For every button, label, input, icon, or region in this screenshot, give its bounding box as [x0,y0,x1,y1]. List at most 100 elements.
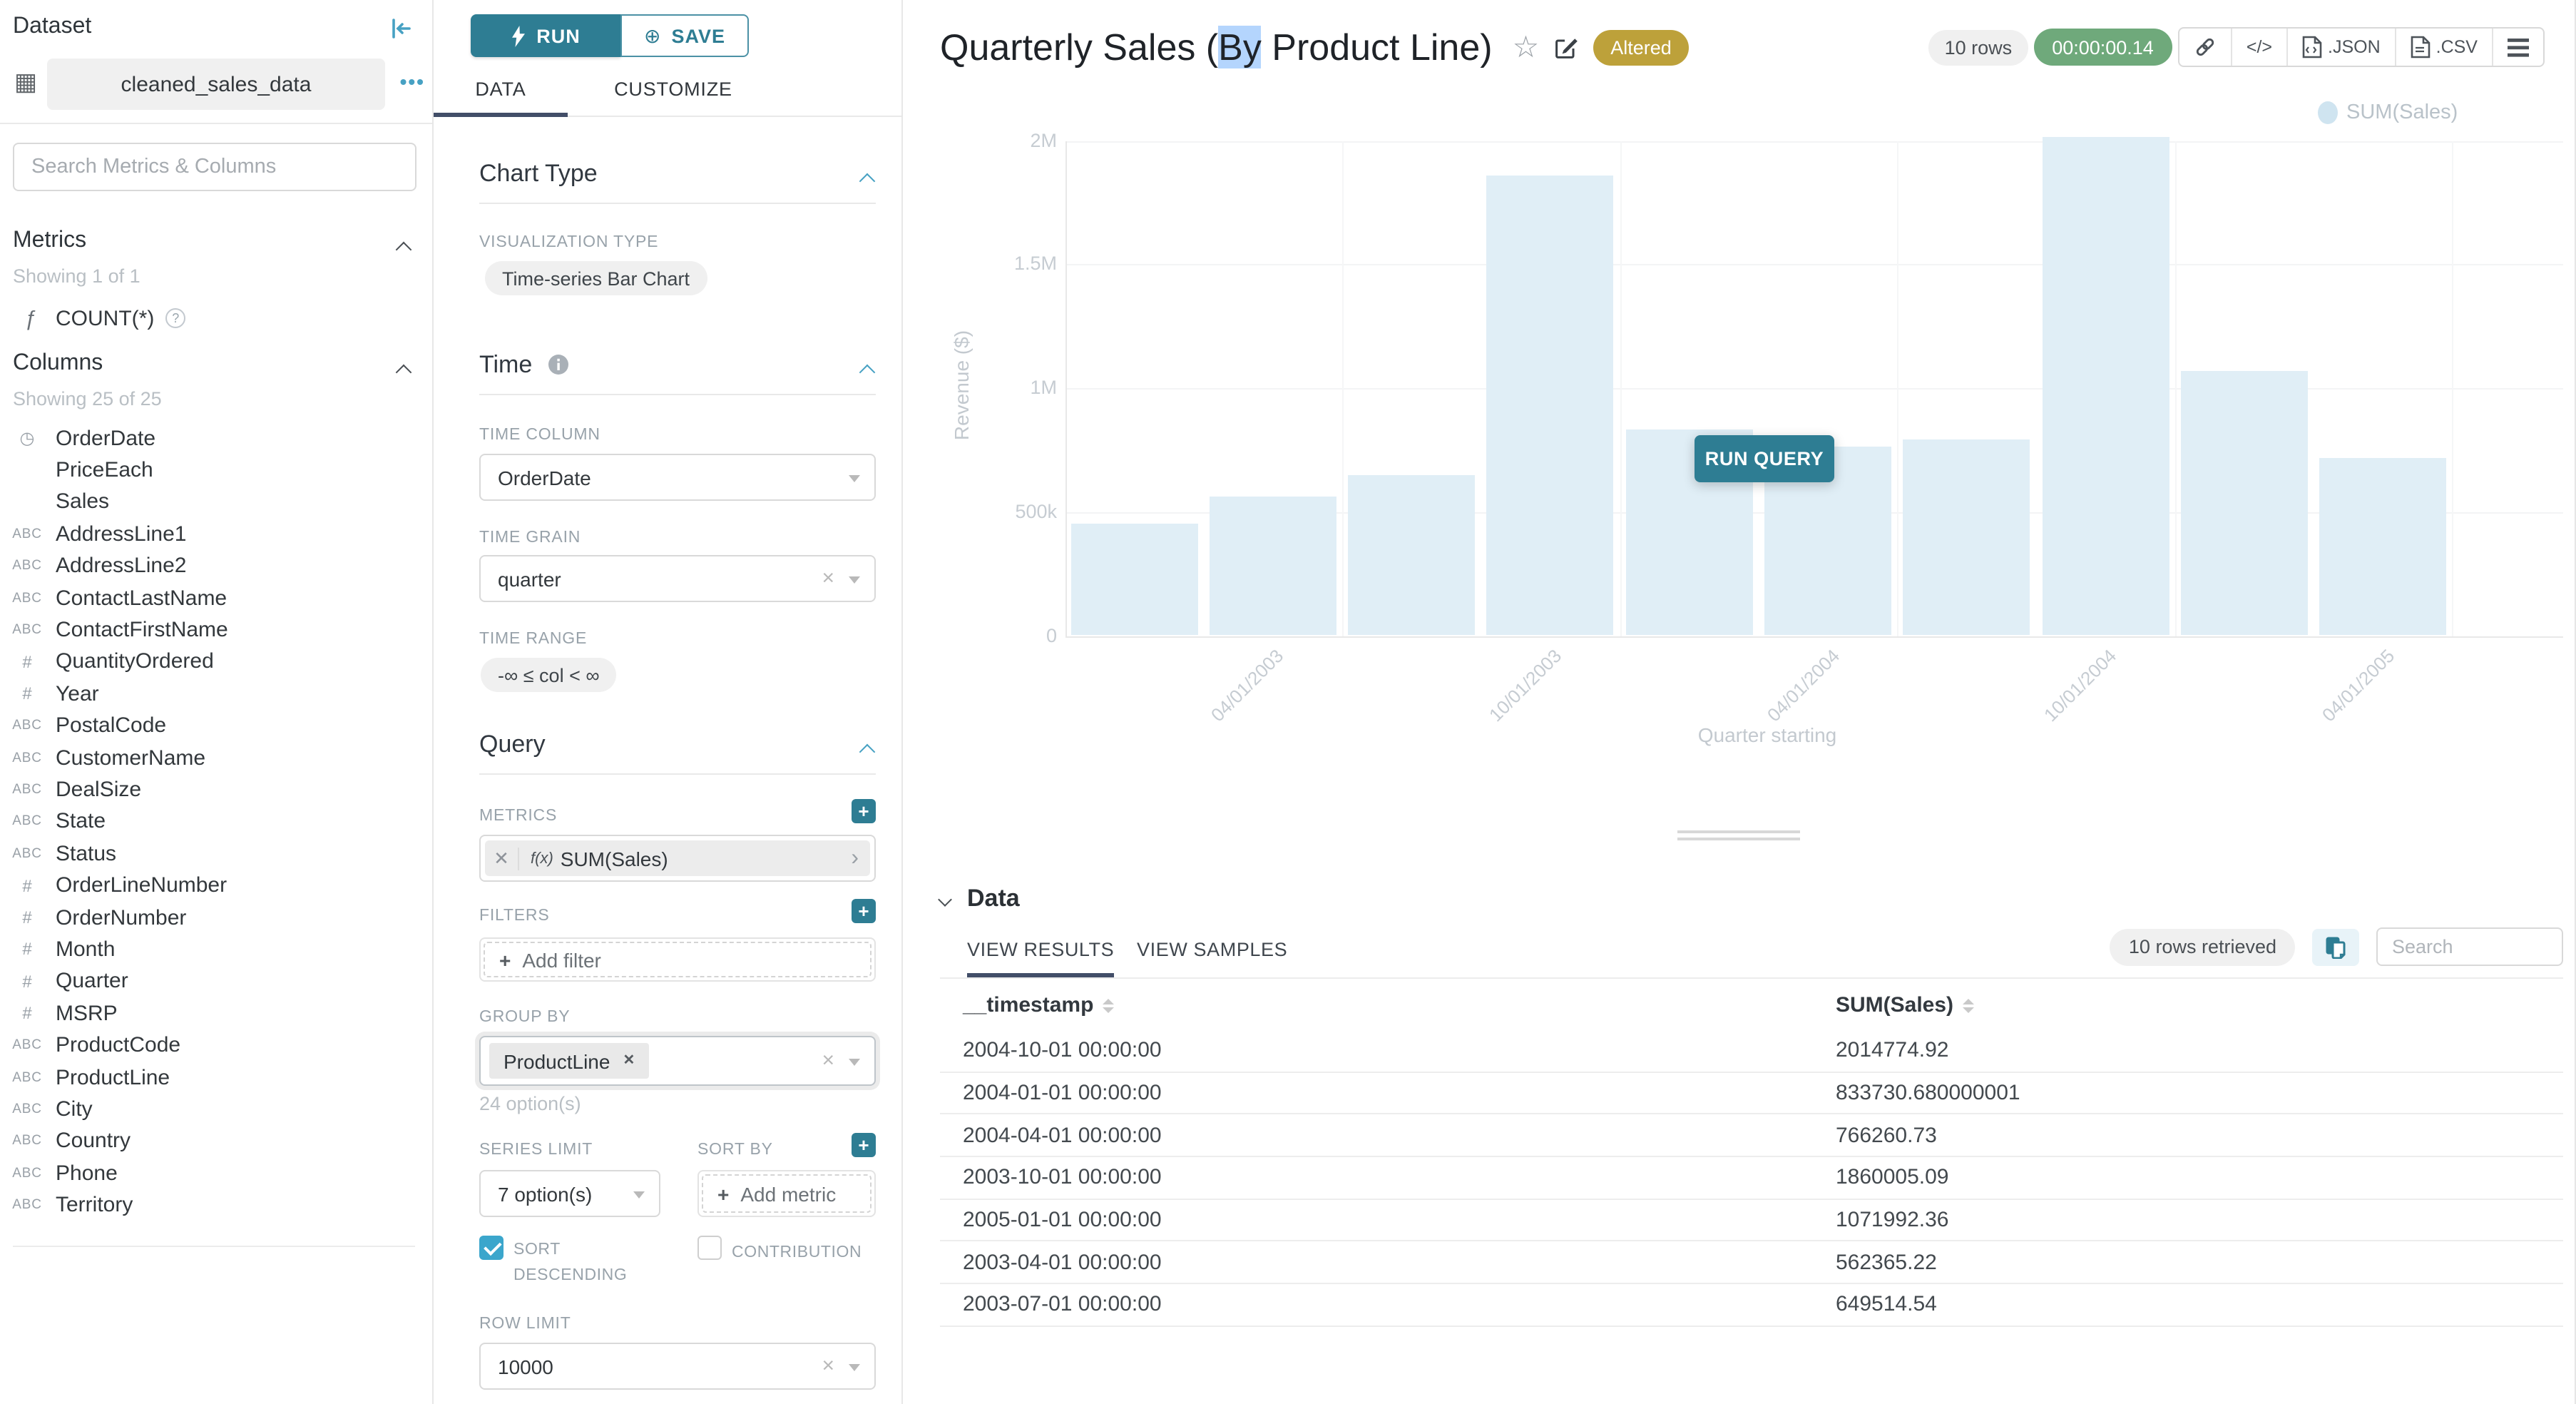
tab-view-samples[interactable]: VIEW SAMPLES [1137,939,1288,960]
column-type-icon: # [22,651,32,672]
time-grain-label: TIME GRAIN [479,529,581,546]
sort-by-plus-button[interactable]: + [852,1133,876,1157]
chart-title[interactable]: Quarterly Sales (By Product Line) [940,25,1493,68]
export-json-button[interactable]: .JSON [2288,29,2396,66]
column-list-item[interactable]: # Month [0,934,432,966]
column-list-item[interactable]: # OrderLineNumber [0,870,432,902]
add-filter-plus-button[interactable]: + [852,899,876,923]
help-icon[interactable]: ? [165,308,186,328]
save-button[interactable]: ⊕ SAVE [620,14,749,57]
column-list-item[interactable]: # QuantityOrdered [0,646,432,678]
column-list-item[interactable]: ABC ContactFirstName [0,614,432,646]
json-file-icon [2302,36,2322,58]
value-cell: 1860005.09 [1836,1165,1949,1190]
column-list-item[interactable]: ABC AddressLine1 [0,518,432,550]
export-csv-button[interactable]: .CSV [2396,29,2493,66]
metric-item-count[interactable]: ƒ COUNT(*) ? [0,300,186,337]
column-list-item[interactable]: ABC Territory [0,1189,432,1221]
copy-data-button[interactable] [2312,928,2359,965]
chevron-right-icon[interactable]: › [851,845,859,870]
column-list-item[interactable]: ABC PostalCode [0,710,432,742]
column-list-item[interactable]: # Year [0,678,432,710]
column-list-item[interactable]: ABC ProductLine [0,1062,432,1094]
panel-resize-handle[interactable] [1677,830,1800,845]
table-row: 2003-04-01 00:00:00 562365.22 [940,1242,2563,1285]
tab-data[interactable]: DATA [475,78,526,100]
table-row: 2004-04-01 00:00:00 766260.73 [940,1115,2563,1158]
search-metrics-columns-input[interactable] [13,143,416,191]
row-limit-select[interactable]: 10000 × [479,1343,876,1390]
visualization-type-label: VISUALIZATION TYPE [479,234,659,251]
divider [0,123,432,124]
data-panel-header[interactable]: Data [938,885,2563,913]
time-grain-select[interactable]: quarter × [479,555,876,602]
edit-properties-icon[interactable] [1553,34,1579,60]
add-metric-plus-button[interactable]: + [852,799,876,823]
column-list-item[interactable]: # OrderNumber [0,902,432,934]
column-list-item[interactable]: ABC Status [0,838,432,870]
run-button[interactable]: RUN [471,14,620,57]
legend-marker [2318,101,2338,124]
tab-customize[interactable]: CUSTOMIZE [614,78,732,100]
column-header-timestamp[interactable]: __timestamp [963,993,1114,1017]
column-list-item[interactable]: Sales [56,489,110,514]
column-list-item[interactable]: ABC DealSize [0,774,432,806]
table-row: 2005-01-01 00:00:00 1071992.36 [940,1200,2563,1242]
plus-icon: + [499,948,511,971]
add-sort-metric-button[interactable]: + Add metric [702,1174,872,1213]
metric-chip-sum-sales[interactable]: ✕ f(x) SUM(Sales) › [485,840,870,876]
group-by-select[interactable]: ProductLine ✕ × [479,1036,876,1086]
column-list-item[interactable]: ABC CustomerName [0,742,432,774]
column-list-item[interactable]: ABC City [0,1093,432,1125]
tab-view-results[interactable]: VIEW RESULTS [967,939,1115,977]
sort-descending-checkbox[interactable] [479,1236,504,1260]
timestamp-cell: 2003-04-01 00:00:00 [963,1250,1162,1275]
favorite-star-icon[interactable]: ☆ [1512,31,1540,63]
columns-collapse-icon[interactable] [395,360,412,385]
visualization-type-value[interactable]: Time-series Bar Chart [485,261,707,295]
column-list-item[interactable]: ABC State [0,805,432,838]
column-header-sum-sales[interactable]: SUM(Sales) [1836,993,1974,1017]
column-list-item[interactable]: ABC Country [0,1125,432,1157]
y-axis-title: Revenue ($) [950,330,973,441]
clear-icon[interactable]: × [822,1353,834,1378]
add-filter-button[interactable]: + Add filter [484,942,872,977]
chart-legend[interactable]: SUM(Sales) [2318,101,2458,124]
series-limit-select[interactable]: 7 option(s) [479,1170,660,1217]
time-collapse-icon[interactable] [859,360,876,385]
dataset-name[interactable]: cleaned_sales_data [47,58,385,110]
column-list-item[interactable]: PriceEach [56,458,153,483]
remove-icon[interactable]: ✕ [623,1053,635,1069]
copy-link-button[interactable] [2179,29,2232,66]
contribution-checkbox[interactable] [697,1236,722,1260]
clear-icon[interactable]: × [822,565,834,590]
time-column-select[interactable]: OrderDate [479,454,876,501]
group-by-chip-productline[interactable]: ProductLine ✕ [489,1043,650,1079]
results-search-input[interactable] [2376,927,2563,966]
run-query-button[interactable]: RUN QUERY [1695,435,1834,482]
column-list-item[interactable]: # MSRP [0,997,432,1029]
column-list-item[interactable]: ABC ContactLastName [0,582,432,614]
time-range-value[interactable]: -∞ ≤ col < ∞ [481,658,617,692]
metrics-collapse-icon[interactable] [395,237,412,263]
collapse-sidebar-icon[interactable] [387,14,415,43]
query-collapse-icon[interactable] [859,739,876,765]
group-by-options-hint: 24 option(s) [479,1093,581,1114]
column-type-icon: ABC [12,558,42,574]
divider [479,773,876,775]
menu-button[interactable] [2493,29,2543,66]
remove-icon[interactable]: ✕ [485,847,519,870]
column-list-item[interactable]: ABC ProductCode [0,1029,432,1062]
column-list-item[interactable]: ABC Phone [0,1157,432,1189]
view-query-button[interactable]: </> [2232,29,2288,66]
clear-icon[interactable]: × [822,1047,834,1072]
column-list-item[interactable]: ABC AddressLine2 [0,550,432,582]
table-header-row: __timestamp SUM(Sales) [940,993,2563,1030]
dataset-options-icon[interactable]: ••• [399,70,425,93]
column-list-item[interactable]: ◷ OrderDate [0,422,432,454]
info-icon[interactable] [548,354,569,375]
column-list-item[interactable]: # Quarter [0,965,432,997]
bar [1348,474,1476,636]
chart-type-collapse-icon[interactable] [859,168,876,194]
